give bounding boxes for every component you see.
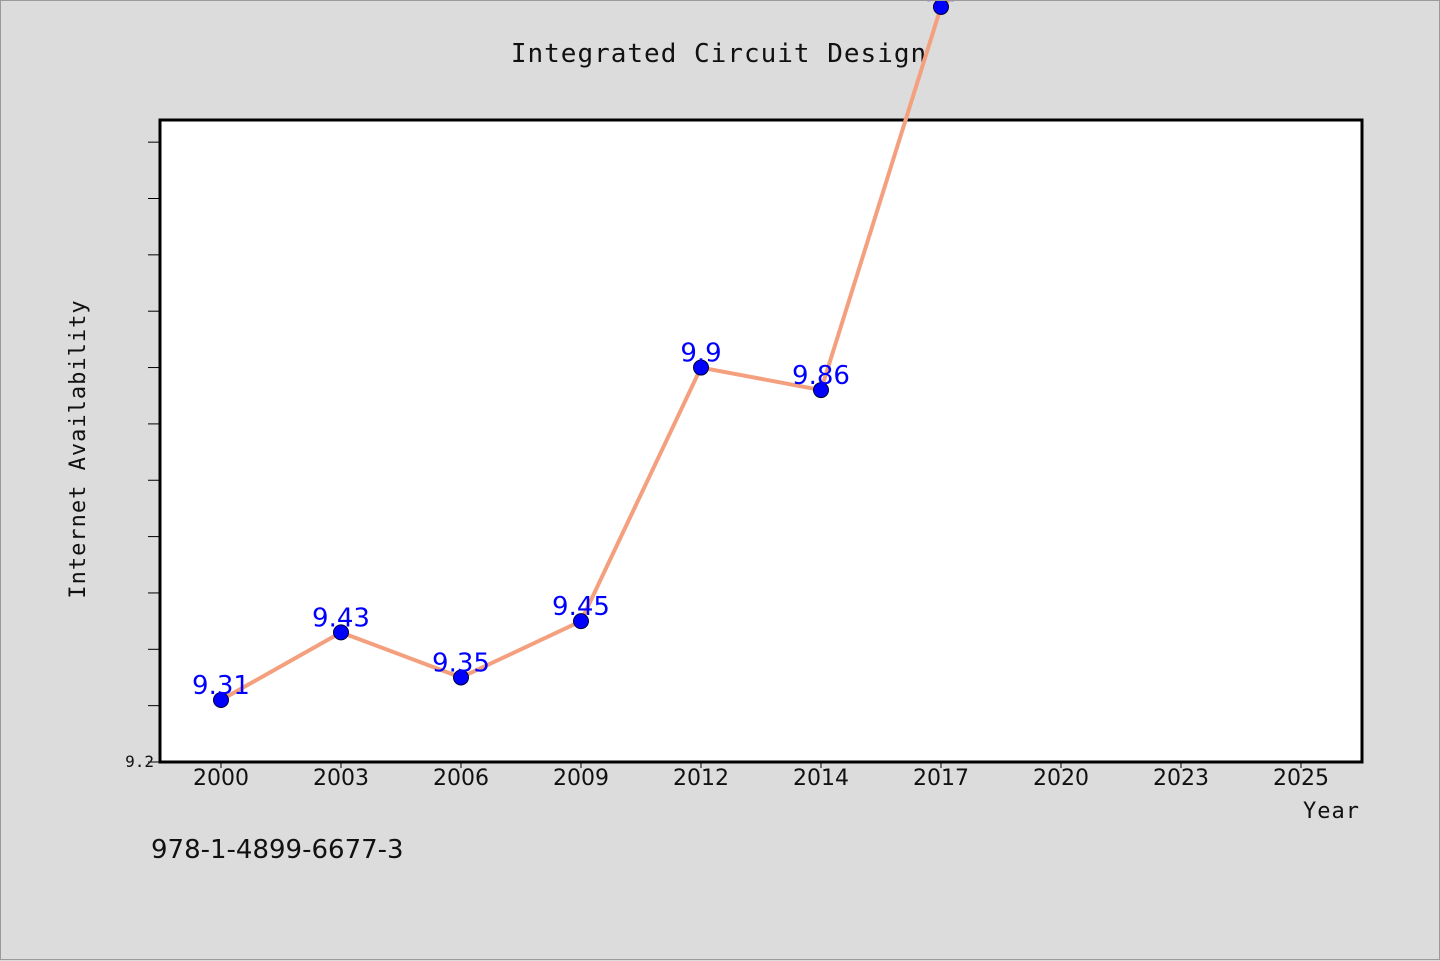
x-tick-label: 2009: [553, 766, 609, 791]
series-line: [220, 1, 951, 702]
data-labels: 9.319.439.359.459.99.8610.5410.7311.4611…: [192, 1, 978, 701]
data-point: [813, 382, 829, 399]
x-tick-label: 2025: [1273, 766, 1329, 791]
data-point: [213, 692, 229, 709]
x-tick-label: 2012: [673, 766, 729, 791]
x-tick-label: 2006: [433, 766, 489, 791]
y-tick-label: 9.2: [125, 752, 154, 771]
data-label: 9.43: [312, 603, 370, 633]
data-point: [573, 613, 589, 630]
data-label: 9.35: [432, 648, 490, 678]
data-label: 10.54: [904, 1, 978, 8]
data-point: [693, 359, 709, 376]
x-tick-label: 2020: [1033, 766, 1089, 791]
x-tick-label: 2023: [1153, 766, 1209, 791]
data-label: 9.86: [792, 361, 850, 391]
x-tick-label: 2014: [793, 766, 849, 791]
data-point: [453, 669, 469, 686]
isbn-text: 978-1-4899-6677-3: [151, 835, 404, 865]
y-axis-label: Internet Availability: [66, 299, 91, 598]
x-tick-label: 2017: [913, 766, 969, 791]
data-point: [933, 1, 949, 15]
y-axis: 9.2: [125, 141, 160, 771]
plot-area: [158, 118, 1364, 764]
data-label: 9.9: [680, 339, 721, 369]
x-tick-label: 2000: [193, 766, 249, 791]
data-label: 9.45: [552, 592, 610, 622]
series-layer: [213, 1, 951, 709]
x-axis-label: Year: [1303, 799, 1360, 824]
chart-title: Integrated Circuit Design: [511, 39, 927, 69]
x-tick-label: 2003: [313, 766, 369, 791]
data-label: 9.31: [192, 671, 250, 701]
data-point: [333, 624, 349, 641]
x-axis: 2000 2003 2006 2009 2012 2014 2017 2020 2023 2025: [193, 762, 1329, 791]
